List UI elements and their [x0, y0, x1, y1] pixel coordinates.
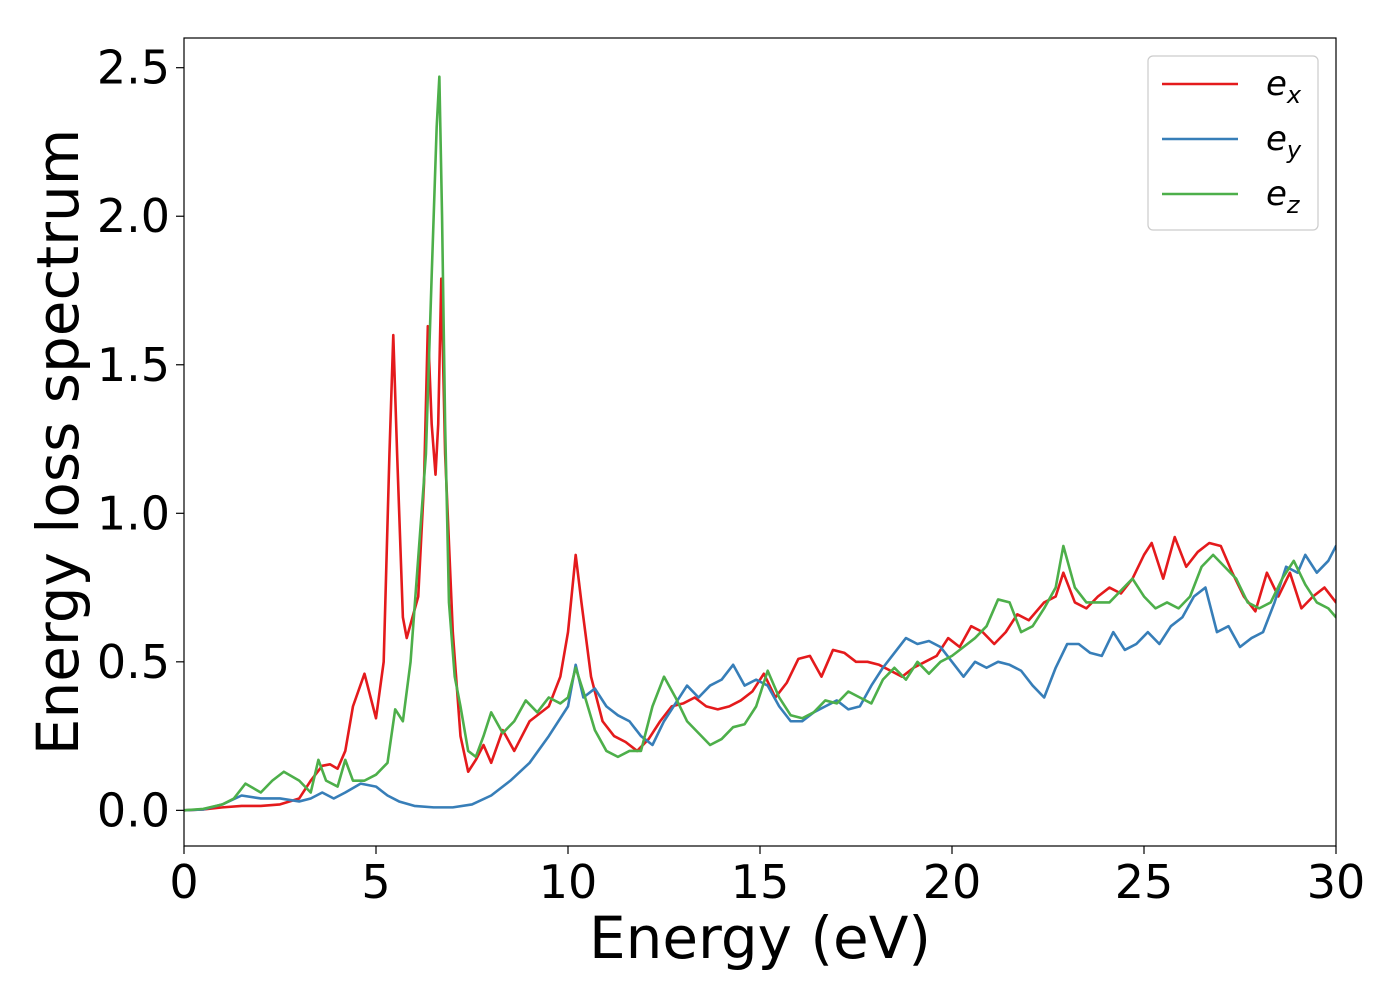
- legend-label-ez: ez: [1266, 174, 1301, 219]
- series-line-ey: [184, 544, 1336, 812]
- legend-label-base: e: [1266, 174, 1287, 214]
- x-tick-label: 10: [539, 855, 598, 909]
- y-tick-label: 2.5: [97, 41, 170, 95]
- legend-label-subscript: y: [1286, 136, 1302, 164]
- series-line-ex: [184, 277, 1336, 812]
- x-tick-label: 20: [923, 855, 982, 909]
- x-axis-label: Energy (eV): [589, 904, 931, 972]
- y-axis: 0.0 0.5 1.0 1.5 2.0 2.5: [97, 41, 184, 837]
- legend-label-subscript: x: [1286, 81, 1302, 109]
- y-tick-label: 1.5: [97, 338, 170, 392]
- legend-label-ey: ey: [1266, 119, 1302, 164]
- x-tick-label: 5: [361, 855, 390, 909]
- series-layer: [184, 75, 1336, 812]
- legend-label-subscript: z: [1286, 191, 1301, 219]
- series-line-ez: [184, 75, 1336, 812]
- legend-label-base: e: [1266, 119, 1287, 159]
- x-tick-label: 15: [731, 855, 790, 909]
- x-tick-label: 25: [1115, 855, 1174, 909]
- x-axis: 0 5 10 15 20 25 30: [169, 846, 1365, 909]
- y-tick-label: 0.5: [97, 635, 170, 689]
- y-axis-label: Energy loss spectrum: [24, 129, 92, 755]
- x-tick-label: 30: [1307, 855, 1366, 909]
- y-tick-label: 0.0: [97, 783, 170, 837]
- legend-label-base: e: [1266, 64, 1287, 104]
- legend-box: [1147, 55, 1319, 231]
- y-tick-label: 2.0: [97, 189, 170, 243]
- legend-label-ex: ex: [1266, 64, 1302, 109]
- y-tick-label: 1.0: [97, 486, 170, 540]
- x-tick-label: 0: [169, 855, 198, 909]
